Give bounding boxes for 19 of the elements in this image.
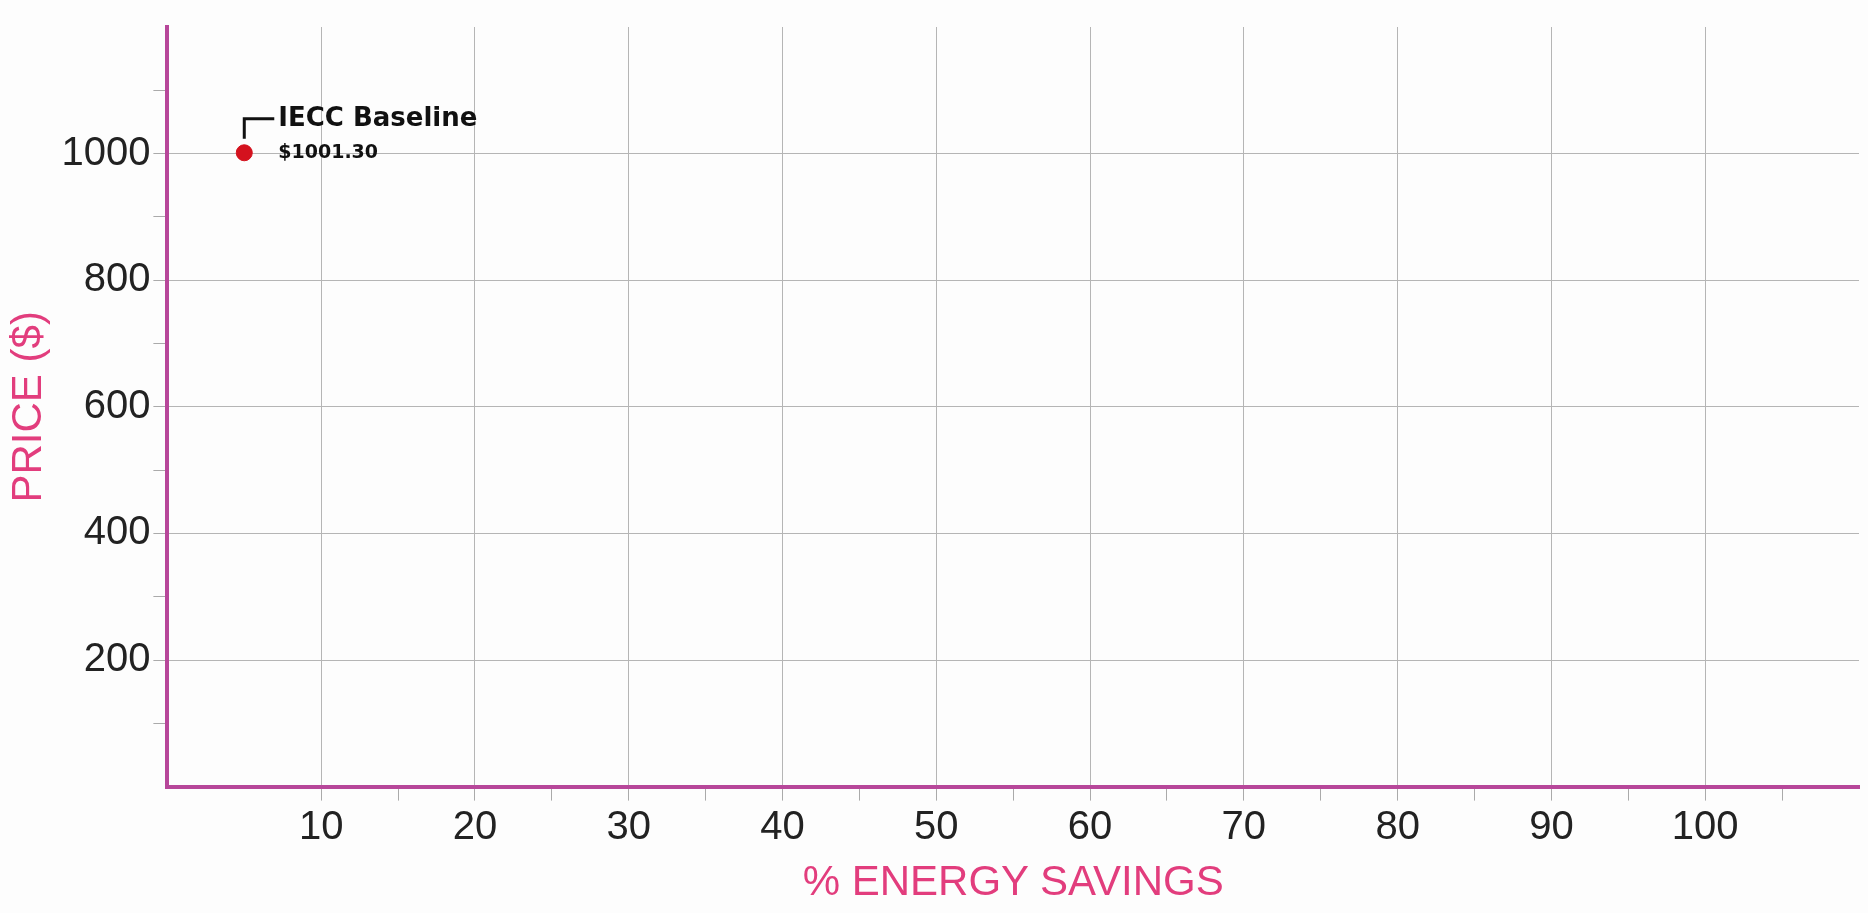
x-tick-label: 90 — [1529, 802, 1574, 847]
x-axis-title: % ENERGY SAVINGS — [802, 857, 1224, 905]
x-tick-label: 10 — [298, 802, 344, 847]
x-tick-label: 30 — [606, 802, 651, 847]
x-tick-label: 60 — [1067, 802, 1113, 847]
y-tick-label: 1000 — [61, 128, 151, 173]
x-tick-label: 100 — [1671, 802, 1739, 847]
x-tick-label: 20 — [452, 802, 498, 847]
x-tick-label: 70 — [1221, 802, 1267, 847]
x-tick-label: 50 — [914, 802, 959, 847]
x-tick-label: 40 — [760, 802, 805, 847]
y-tick-label: 600 — [83, 381, 151, 426]
y-tick-label: 800 — [83, 255, 151, 300]
data-label: $1001.30 — [278, 139, 379, 162]
x-tick-label: 80 — [1375, 802, 1420, 847]
y-tick-label: 400 — [83, 508, 151, 553]
y-axis-title: PRICE ($) — [2, 311, 50, 503]
y-tick-label: 200 — [83, 635, 151, 680]
annotation: IECC Baseline — [278, 101, 478, 132]
